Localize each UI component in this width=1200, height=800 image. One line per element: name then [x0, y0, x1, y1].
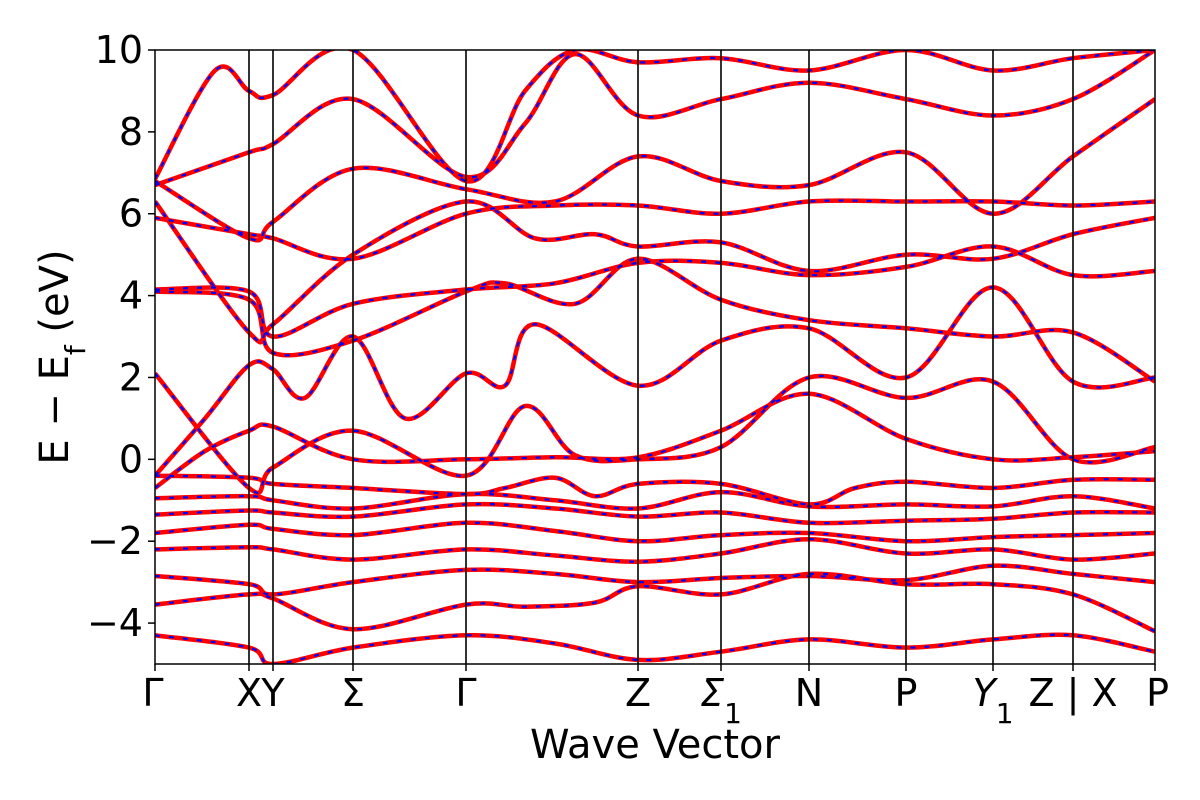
y-axis-label-subscript: f [59, 344, 92, 355]
y-tick-label-6: 8 [119, 110, 143, 154]
y-tick-label-5: 6 [119, 192, 143, 236]
band-line-blue-15 [155, 98, 1155, 242]
x-tick-label-9: Y1 [972, 671, 1013, 730]
y-tick-label-2: 0 [119, 437, 143, 481]
y-axis-label-prefix: E − E [32, 355, 78, 465]
x-tick-label-7: N [795, 671, 823, 715]
x-tick-label-5: Z [625, 671, 651, 715]
x-tick-label-11: P [1146, 671, 1169, 715]
x-tick-label-10: Z | X [1028, 671, 1117, 716]
y-tick-label-7: 10 [95, 28, 143, 72]
x-tick-label-8: P [895, 671, 918, 715]
x-tick-label-2: Y [260, 671, 285, 715]
x-tick-label-6: Σ1 [700, 671, 742, 730]
band-line-red-11 [155, 256, 1155, 384]
x-tick-label-3: Σ [341, 671, 365, 715]
y-tick-label-4: 4 [119, 274, 143, 318]
y-axis-label: E − Ef (eV) [32, 249, 92, 464]
x-axis-label: Wave Vector [530, 722, 781, 768]
y-tick-label-3: 2 [119, 355, 143, 399]
plot-frame [154, 49, 1156, 665]
y-tick-label-0: −4 [87, 601, 143, 645]
y-axis-label-suffix: (eV) [32, 249, 78, 345]
band-line-blue-9 [155, 372, 1155, 494]
x-axis-ticks: Γ X Y Σ Γ Z Σ1 N P Y1 Z | X P [142, 664, 1169, 730]
x-tick-label-0: Γ [142, 671, 163, 715]
band-line-blue-7 [155, 474, 1155, 506]
band-line-blue-16 [155, 50, 1155, 187]
x-tick-label-1: X [236, 671, 262, 715]
band-line-blue-8 [155, 392, 1155, 489]
x-tick-label-4: Γ [455, 671, 476, 715]
y-axis-ticks: −4 −2 0 2 4 6 8 10 [87, 28, 155, 645]
y-tick-label-1: −2 [87, 519, 143, 563]
band-line-blue-17 [155, 50, 1155, 183]
high-symmetry-lines [248, 50, 1074, 664]
